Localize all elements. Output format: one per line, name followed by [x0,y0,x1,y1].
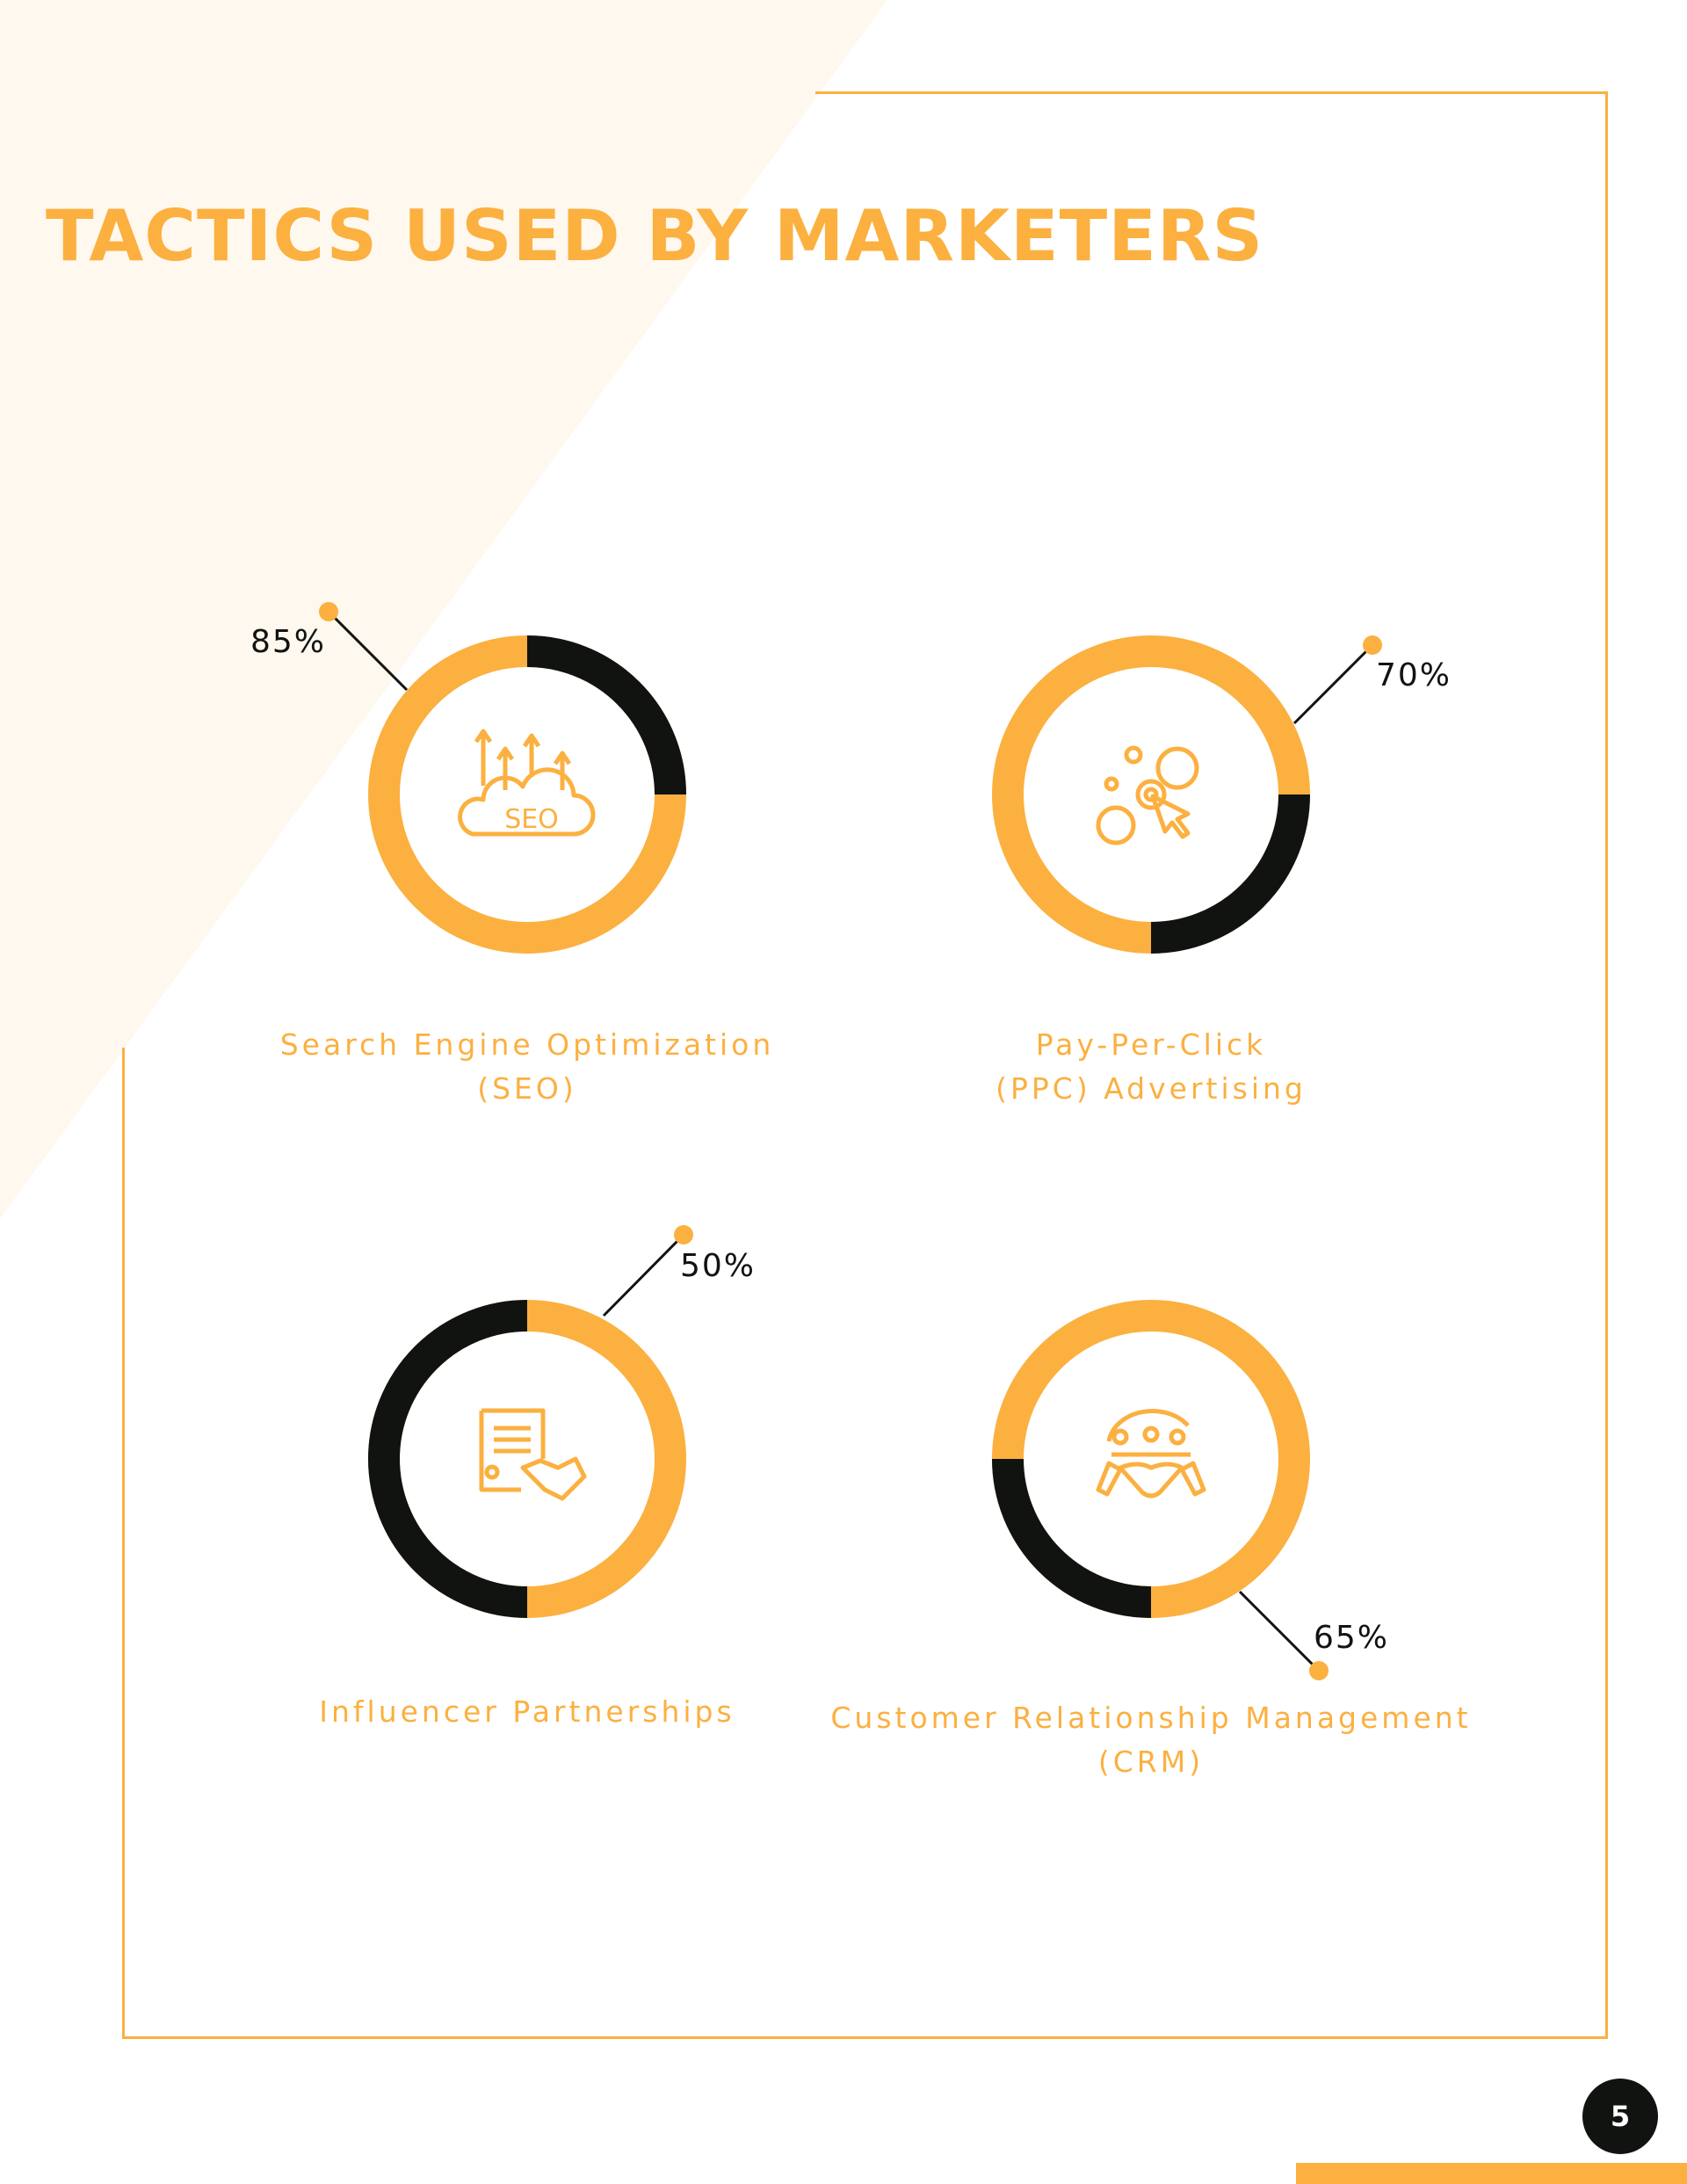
contract-handshake-icon-glyph [479,1408,587,1501]
pointer-dot-4 [1309,1661,1329,1680]
category-label-line1: Customer Relationship Management [830,1701,1472,1735]
value-label: 65% [1314,1620,1390,1656]
value-label: 85% [250,624,327,660]
donut-dark-segment-2 [1150,794,1310,954]
category-label-line1: Influencer Partnerships [319,1694,735,1729]
frame-border-top [815,91,1608,94]
value-label: 70% [1376,657,1452,693]
crm-handshake-icon [1096,1409,1206,1498]
value-label: 50% [680,1248,757,1284]
frame-border-bottom [122,2036,1608,2039]
page-title: TACTICS USED BY MARKETERS [46,195,1264,277]
crm-handshake-icon-glyph [1096,1409,1206,1498]
seo-icon-text: SEO [504,804,559,835]
category-label-line1: Pay-Per-Click [1035,1027,1267,1062]
pointer-line-2 [1292,643,1374,725]
category-label: Influencer Partnerships [176,1690,879,1734]
ppc-target-coins-icon-glyph [1096,745,1199,845]
pointer-line-3 [602,1233,685,1317]
frame-border-left [122,1048,125,2039]
category-label-line2: (PPC) Advertising [996,1071,1307,1106]
donut-dark-segment-4 [992,1458,1152,1618]
pointer-line-4 [1238,1590,1321,1672]
frame-border-right [1605,91,1608,2039]
pointer-dot-1 [319,602,338,621]
bottom-accent-bar [1296,2163,1687,2184]
category-label: Search Engine Optimization (SEO) [176,1023,879,1111]
pointer-dot-3 [674,1225,693,1244]
ppc-target-coins-icon [1096,745,1199,845]
category-label: Customer Relationship Management (CRM) [800,1696,1502,1784]
donut-dark-segment-3 [368,1300,528,1618]
pointer-line-1 [327,610,409,692]
category-label: Pay-Per-Click (PPC) Advertising [800,1023,1502,1111]
donut-dark-segment-1 [526,635,686,795]
pointer-dot-2 [1363,635,1382,655]
category-label-line2: (SEO) [477,1071,577,1106]
category-label-line1: Search Engine Optimization [279,1027,775,1062]
page-number: 5 [1582,2079,1658,2154]
seo-cloud-icon: SEO [458,729,596,837]
category-label-line2: (CRM) [1097,1745,1205,1779]
seo-cloud-icon-glyph [458,729,596,837]
contract-handshake-icon [479,1408,587,1501]
